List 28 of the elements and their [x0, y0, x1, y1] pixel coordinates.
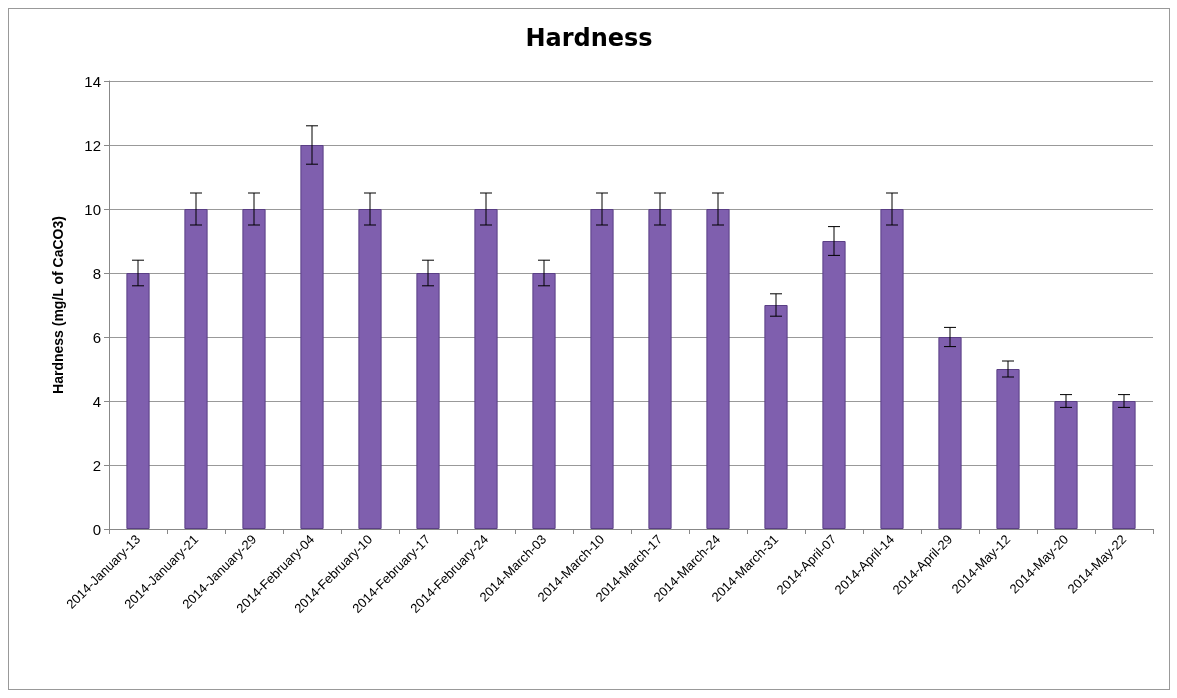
- bar: [474, 209, 498, 529]
- bar: [648, 209, 672, 529]
- bar: [1112, 401, 1136, 529]
- y-tick-label: 2: [92, 456, 101, 474]
- bar: [706, 209, 730, 529]
- y-tick-label: 6: [92, 328, 101, 346]
- bar: [938, 337, 962, 529]
- bar: [996, 369, 1020, 529]
- bar: [880, 209, 904, 529]
- bar: [358, 209, 382, 529]
- chart-title: Hardness: [525, 24, 653, 52]
- bar: [590, 209, 614, 529]
- y-tick-label: 0: [92, 520, 101, 538]
- y-axis-title: Hardness (mg/L of CaCO3): [50, 216, 66, 394]
- bar: [532, 273, 556, 529]
- y-tick-label: 8: [92, 264, 101, 282]
- y-tick-label: 4: [92, 392, 101, 410]
- y-tick-label: 14: [84, 72, 101, 90]
- bar: [822, 241, 846, 529]
- bar: [416, 273, 440, 529]
- y-tick-label: 10: [84, 200, 101, 218]
- bar: [1054, 401, 1078, 529]
- y-tick-label: 12: [84, 136, 101, 154]
- bar: [126, 273, 150, 529]
- bar: [242, 209, 266, 529]
- bar: [184, 209, 208, 529]
- bar: [300, 145, 324, 529]
- bar: [764, 305, 788, 529]
